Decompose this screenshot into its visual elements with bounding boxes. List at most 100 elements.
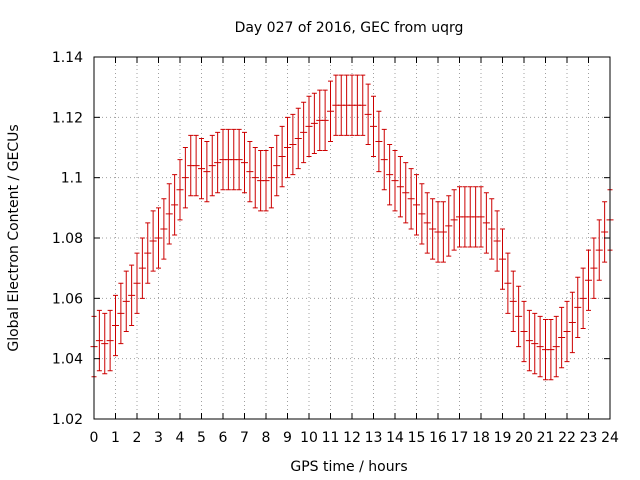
error-bar-point	[187, 134, 195, 197]
y-tick-label: 1.12	[52, 110, 83, 126]
x-tick-label: 10	[300, 430, 318, 446]
error-bar-point	[364, 83, 372, 145]
error-bar-point	[375, 110, 383, 173]
y-tick-label: 1.06	[52, 291, 83, 307]
error-bar-point	[112, 294, 119, 357]
error-bar-point	[407, 168, 415, 230]
x-tick-label: 7	[240, 430, 249, 446]
error-bar-point	[396, 156, 404, 218]
error-bar-point	[192, 134, 200, 197]
error-bar-point	[359, 74, 367, 136]
x-tick-label: 8	[262, 430, 271, 446]
x-tick-label: 15	[408, 430, 426, 446]
error-bar-point	[493, 210, 501, 272]
error-bar-point	[439, 201, 447, 263]
error-bar-point	[488, 198, 496, 260]
error-bar-point	[251, 147, 259, 209]
error-bar-point	[558, 306, 566, 369]
x-tick-label: 24	[601, 430, 619, 446]
error-bar-point	[472, 186, 480, 248]
error-bar-point	[590, 237, 598, 299]
error-bar-point	[450, 189, 458, 251]
error-bar-point	[101, 312, 109, 375]
error-bar-point	[568, 291, 576, 354]
error-bar-point	[230, 128, 238, 191]
x-tick-label: 1	[111, 430, 120, 446]
error-bar-point	[289, 113, 297, 176]
error-bar-point	[155, 207, 162, 269]
error-bar-point	[219, 128, 227, 191]
error-bar-point	[176, 159, 184, 221]
x-tick-label: 11	[322, 430, 340, 446]
error-bar-point	[423, 192, 431, 254]
error-bar-point	[429, 198, 437, 260]
error-bar-point	[525, 309, 533, 372]
error-bar-point	[579, 267, 587, 329]
error-bar-point	[327, 80, 334, 142]
error-bar-point	[95, 309, 103, 372]
error-bar-point	[262, 150, 270, 212]
error-bar-point	[418, 183, 426, 245]
x-tick-label: 14	[386, 430, 404, 446]
error-bar-point	[391, 150, 399, 212]
error-bar-point	[246, 140, 254, 203]
y-tick-label: 1.02	[52, 412, 83, 428]
error-bar-point	[160, 198, 168, 260]
x-tick-label: 12	[343, 430, 361, 446]
error-bar-point	[531, 312, 539, 375]
error-bar-point	[547, 318, 555, 381]
x-tick-label: 2	[133, 430, 142, 446]
gec-series	[90, 74, 614, 381]
error-bar-point	[300, 101, 308, 164]
x-tick-label: 18	[472, 430, 490, 446]
error-bar-point	[353, 74, 361, 136]
x-tick-label: 0	[90, 430, 99, 446]
error-bar-point	[224, 128, 232, 191]
x-tick-label: 20	[515, 430, 533, 446]
error-bar-point	[267, 147, 275, 209]
x-tick-label: 23	[580, 430, 598, 446]
error-bar-point	[574, 276, 582, 339]
error-bar-point	[144, 222, 152, 284]
x-tick-label: 16	[429, 430, 447, 446]
y-tick-label: 1.14	[52, 50, 83, 66]
error-bar-point	[509, 270, 517, 333]
error-bar-point	[343, 74, 351, 136]
error-bar-point	[380, 128, 388, 191]
error-bar-point	[198, 137, 205, 200]
error-bar-point	[149, 210, 157, 272]
error-bar-point	[482, 192, 490, 254]
error-bar-point	[337, 74, 345, 136]
error-bar-point	[563, 300, 571, 363]
error-bar-point	[128, 264, 136, 326]
error-bar-point	[138, 237, 146, 299]
error-bar-point	[208, 134, 216, 197]
error-bar-point	[106, 309, 114, 372]
error-bar-point	[316, 89, 324, 152]
error-bar-point	[515, 285, 523, 348]
error-bar-point	[370, 95, 377, 158]
error-bar-point	[165, 183, 173, 245]
error-bar-point	[332, 74, 340, 136]
error-bar-point	[461, 186, 469, 248]
error-bar-point	[520, 300, 528, 363]
error-bar-point	[294, 107, 302, 170]
error-bar-point	[171, 174, 179, 236]
error-bar-point	[133, 252, 141, 314]
error-bar-point	[117, 282, 125, 345]
x-tick-label: 13	[365, 430, 383, 446]
error-bar-point	[456, 186, 463, 248]
x-tick-label: 6	[219, 430, 228, 446]
error-bar-point	[499, 228, 506, 290]
x-tick-label: 17	[451, 430, 469, 446]
x-tick-label: 19	[494, 430, 512, 446]
x-tick-label: 9	[283, 430, 292, 446]
error-bar-point	[284, 116, 291, 179]
error-bar-point	[122, 270, 130, 333]
y-axis-label: Global Electron Content / GECUs	[6, 124, 22, 351]
error-bar-point	[595, 219, 603, 281]
error-bar-point	[601, 201, 609, 263]
y-tick-label: 1.04	[52, 352, 83, 368]
error-bar-point	[235, 128, 243, 191]
error-bar-point	[434, 201, 442, 263]
